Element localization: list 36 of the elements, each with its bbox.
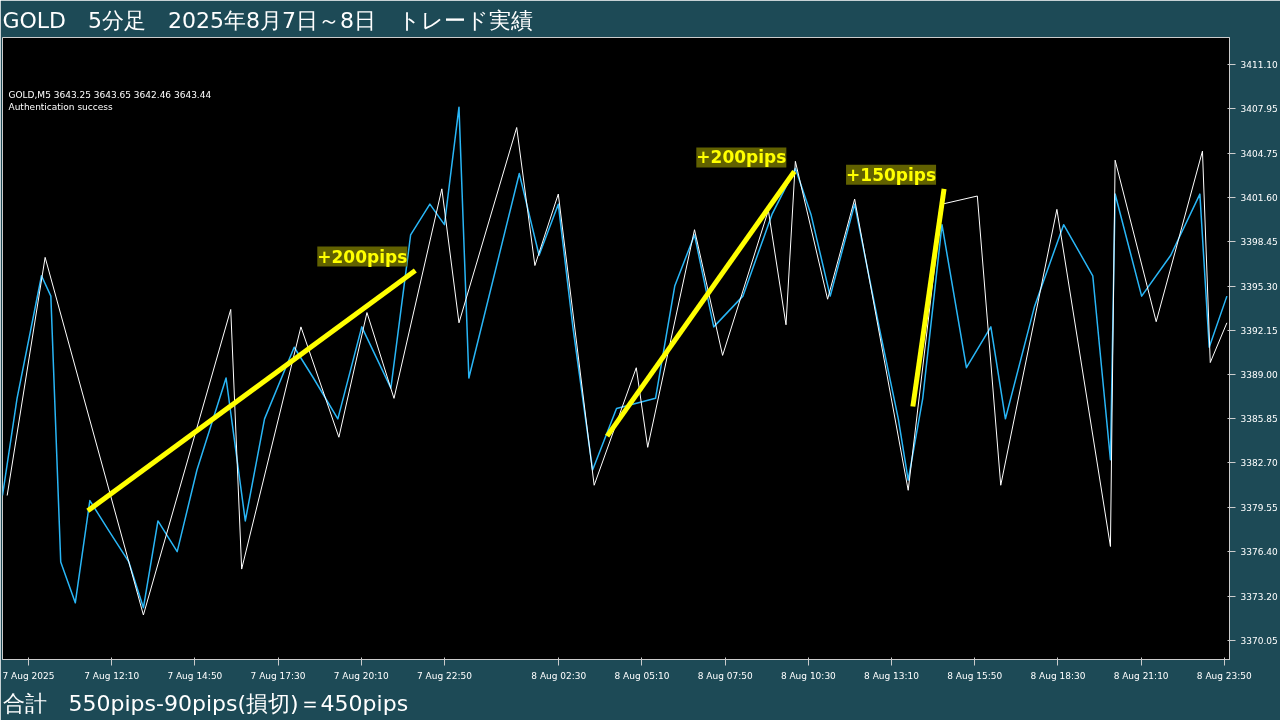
- x-tick-label: 8 Aug 18:30: [1030, 670, 1086, 681]
- y-tick-label: 3376.40: [1240, 546, 1278, 557]
- y-tick-label: 3401.60: [1240, 193, 1278, 204]
- x-tick-label: 8 Aug 13:10: [864, 670, 920, 681]
- chart-title: GOLD 5分足 2025年8月7日～8日 トレード実績: [2, 7, 534, 33]
- x-tick-label: 8 Aug 02:30: [531, 670, 587, 681]
- y-tick-label: 3404.75: [1240, 148, 1278, 159]
- y-tick-label: 3389.00: [1240, 369, 1278, 380]
- x-tick-label: 8 Aug 21:10: [1113, 670, 1169, 681]
- x-tick-label: 7 Aug 14:50: [167, 670, 223, 681]
- y-tick-label: 3382.70: [1240, 458, 1278, 469]
- series-label: +150pips: [846, 164, 937, 185]
- y-tick-label: 3373.20: [1240, 591, 1278, 602]
- y-tick-label: 3407.95: [1240, 103, 1278, 114]
- annotation: Authentication success: [8, 101, 113, 112]
- x-tick-label: 7 Aug 12:10: [84, 670, 140, 681]
- y-tick-label: 3411.10: [1240, 59, 1278, 70]
- text: 合計 550pips-90pips(損切)＝450pips: [2, 690, 409, 716]
- y-tick-label: 3385.85: [1240, 414, 1278, 425]
- x-tick-label: 8 Aug 15:50: [947, 670, 1003, 681]
- x-tick-label: 7 Aug 22:50: [416, 670, 473, 681]
- y-tick-label: 3379.55: [1240, 502, 1278, 513]
- series-label: +200pips: [317, 246, 408, 267]
- x-tick-label: 8 Aug 05:10: [614, 670, 670, 681]
- x-tick-label: 7 Aug 2025: [2, 670, 55, 681]
- y-tick-label: 3395.30: [1240, 281, 1278, 292]
- annotation: GOLD,M5 3643.25 3643.65 3642.46 3643.44: [8, 89, 212, 100]
- y-tick-label: 3398.45: [1240, 237, 1278, 248]
- x-tick-label: 7 Aug 20:10: [333, 670, 389, 681]
- x-tick-label: 7 Aug 17:30: [250, 670, 306, 681]
- y-tick-label: 3370.05: [1240, 636, 1278, 647]
- series-label: +200pips: [696, 147, 787, 168]
- x-tick-label: 8 Aug 23:50: [1196, 670, 1253, 681]
- x-tick-label: 8 Aug 07:50: [697, 670, 753, 681]
- y-tick-label: 3392.15: [1240, 325, 1278, 336]
- x-tick-label: 8 Aug 10:30: [780, 670, 837, 681]
